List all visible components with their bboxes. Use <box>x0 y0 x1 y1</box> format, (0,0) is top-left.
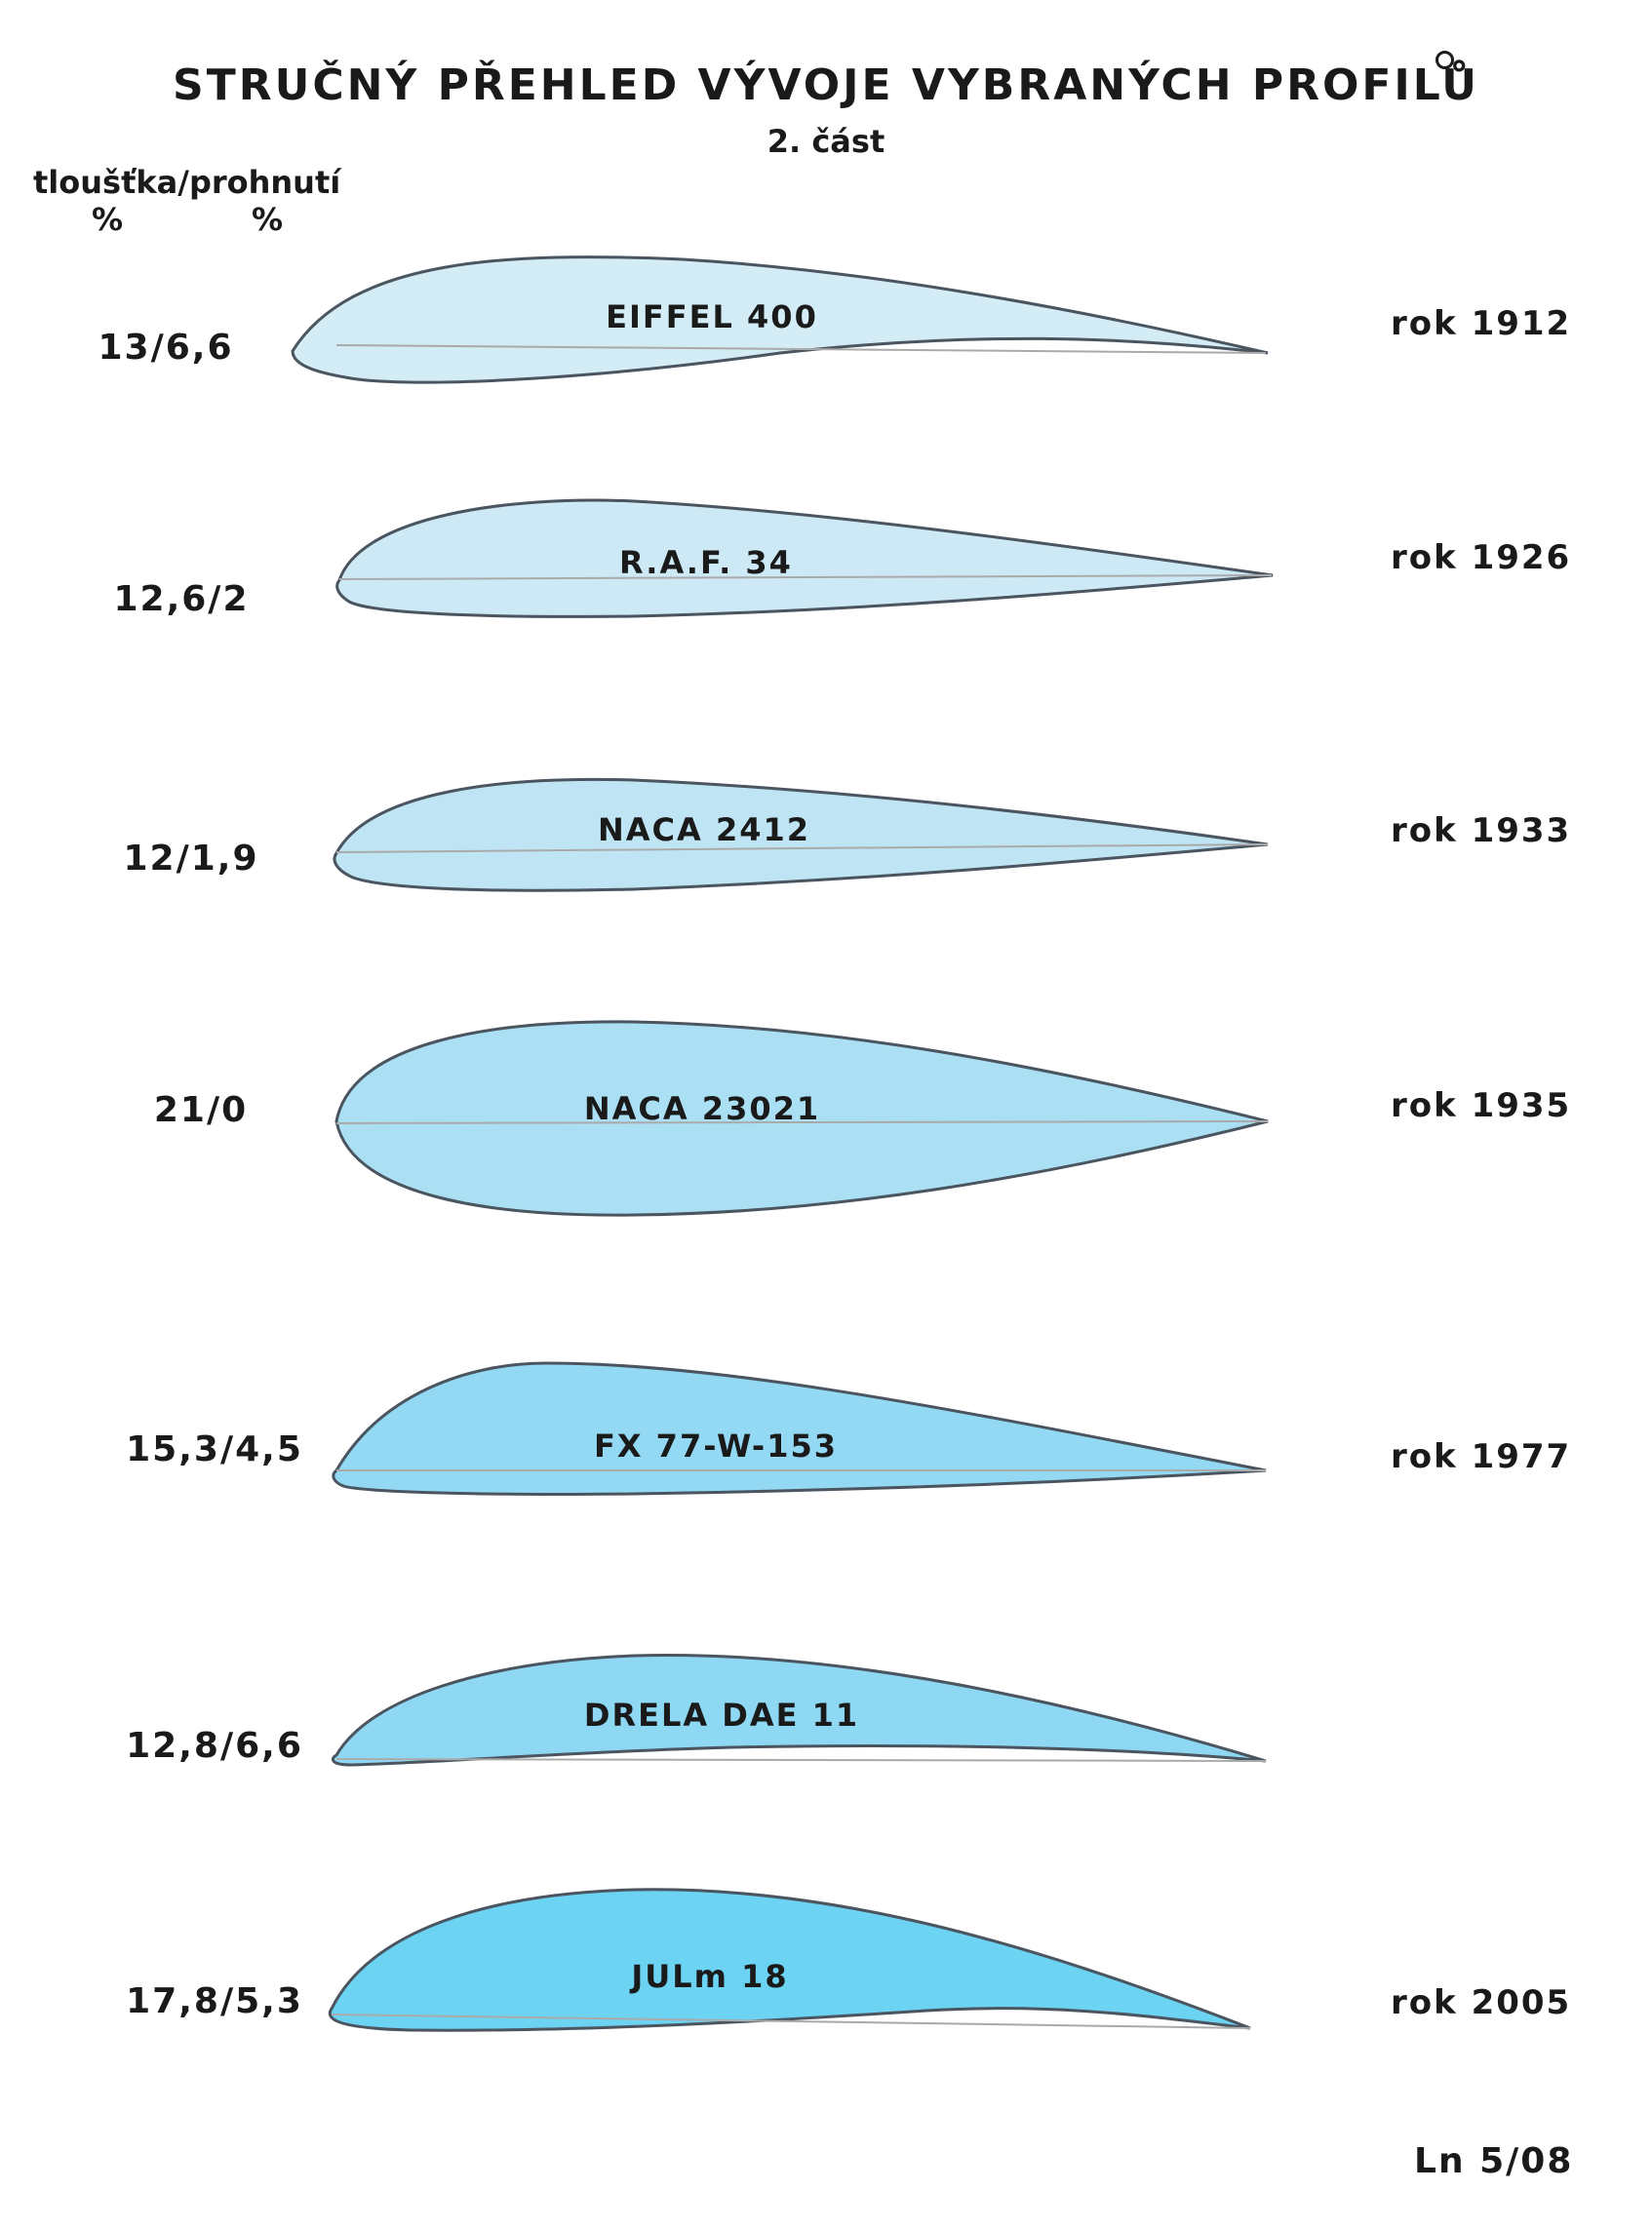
chord-line-6 <box>335 1758 1267 1762</box>
airfoil-naca-2412 <box>333 777 1269 892</box>
profile-name: FX 77-W-153 <box>594 1428 838 1465</box>
year-label: rok 1977 <box>1391 1437 1572 1476</box>
year-label: rok 1933 <box>1391 811 1572 850</box>
chord-line-1 <box>335 344 1267 354</box>
ratio-label: 12/1,9 <box>123 839 259 879</box>
unit-thickness: % <box>92 201 124 238</box>
profile-name: DRELA DAE 11 <box>583 1697 860 1734</box>
year-label: rok 1935 <box>1391 1086 1572 1125</box>
ratio-label: 12,8/6,6 <box>126 1726 303 1766</box>
title-ring-mark <box>1436 51 1454 69</box>
year-label: rok 1926 <box>1391 538 1572 577</box>
ratio-label: 17,8/5,3 <box>126 1981 303 2021</box>
year-label: rok 2005 <box>1391 1983 1572 2022</box>
chord-line-4 <box>335 1120 1269 1124</box>
ratio-label: 12,6/2 <box>113 579 250 619</box>
page-subtitle: 2. část <box>767 123 885 160</box>
chord-line-3 <box>335 843 1269 853</box>
chord-line-2 <box>338 574 1273 580</box>
profile-name: R.A.F. 34 <box>619 544 793 581</box>
page-title: STRUČNÝ PŘEHLED VÝVOJE VYBRANÝCH PROFILŮ <box>173 60 1479 110</box>
ratio-label: 21/0 <box>153 1090 249 1130</box>
airfoil-eiffel-400 <box>291 255 1269 384</box>
column-header: tloušťka/prohnutí <box>33 164 341 201</box>
ratio-label: 13/6,6 <box>98 328 234 368</box>
profile-name: EIFFEL 400 <box>606 298 818 335</box>
ratio-label: 15,3/4,5 <box>126 1429 303 1469</box>
airfoil-julm-18 <box>328 1888 1251 2032</box>
profile-name: JULm 18 <box>631 1958 789 1995</box>
airfoil-fx-77-w-153 <box>332 1361 1267 1497</box>
airfoil-raf-34 <box>335 498 1274 618</box>
footer-note: Ln 5/08 <box>1414 2141 1574 2181</box>
chord-line-7 <box>331 2014 1251 2029</box>
profile-name: NACA 23021 <box>583 1090 821 1127</box>
profile-name: NACA 2412 <box>598 811 810 848</box>
unit-camber: % <box>252 201 284 238</box>
year-label: rok 1912 <box>1391 304 1572 343</box>
